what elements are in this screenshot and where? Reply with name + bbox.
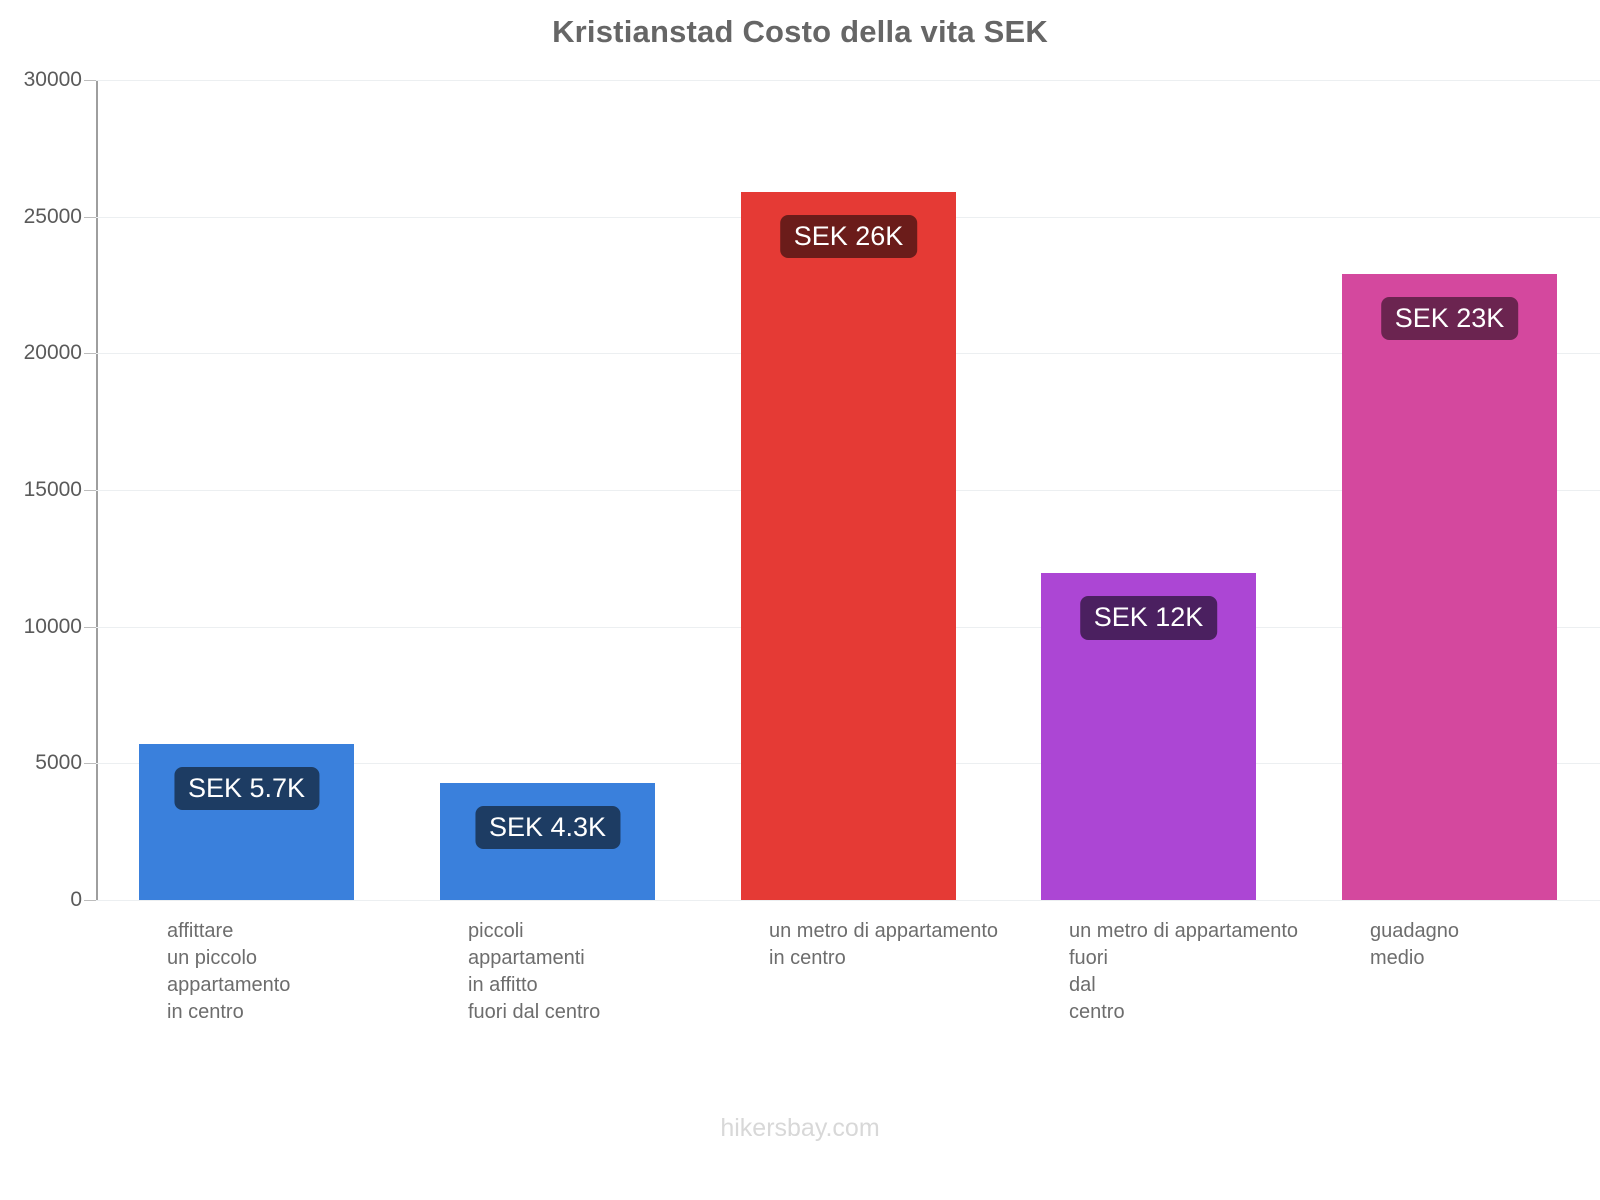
y-axis-tick-mark [84,353,96,355]
watermark-text: hikersbay.com [720,1114,880,1142]
y-axis-tick-label: 20000 [23,341,82,365]
gridline [96,900,1600,901]
y-axis-tick-mark [84,490,96,491]
gridline [96,80,1600,81]
y-axis-tick-mark [84,626,96,628]
x-axis-category-label: un metro di appartamento in centro [769,920,999,969]
y-axis-tick-label: 0 [70,888,82,911]
bar[interactable] [1342,274,1557,900]
y-axis-tick-mark [84,900,96,901]
y-axis-tick-label: 10000 [23,614,82,638]
y-axis-tick-mark [84,80,96,81]
x-axis-category-label: piccoli appartamenti in affitto fuori da… [468,920,601,1023]
y-axis-tick-label: 5000 [35,751,82,775]
y-axis-tick-label: 15000 [23,478,82,501]
y-axis-tick-mark [84,763,96,765]
y-axis-tick-label: 30000 [23,68,82,91]
x-axis-category-label: guadagno medio [1370,920,1459,969]
y-axis-tick-label: 25000 [23,204,82,228]
bar-value-label: SEK 4.3K [474,806,621,850]
chart-title: Kristianstad Costo della vita SEK [552,14,1048,49]
x-axis-category-label: affittare un piccolo appartamento in cen… [167,920,291,1023]
bar-value-label: SEK 5.7K [173,767,320,811]
bar[interactable] [741,192,956,900]
bar-value-label: SEK 23K [1380,297,1519,341]
bar-value-label: SEK 12K [1079,596,1218,640]
bar-value-label: SEK 26K [779,215,918,259]
y-axis-tick-mark [84,216,96,218]
x-axis-category-label: un metro di appartamento fuori dal centr… [1069,920,1299,1023]
